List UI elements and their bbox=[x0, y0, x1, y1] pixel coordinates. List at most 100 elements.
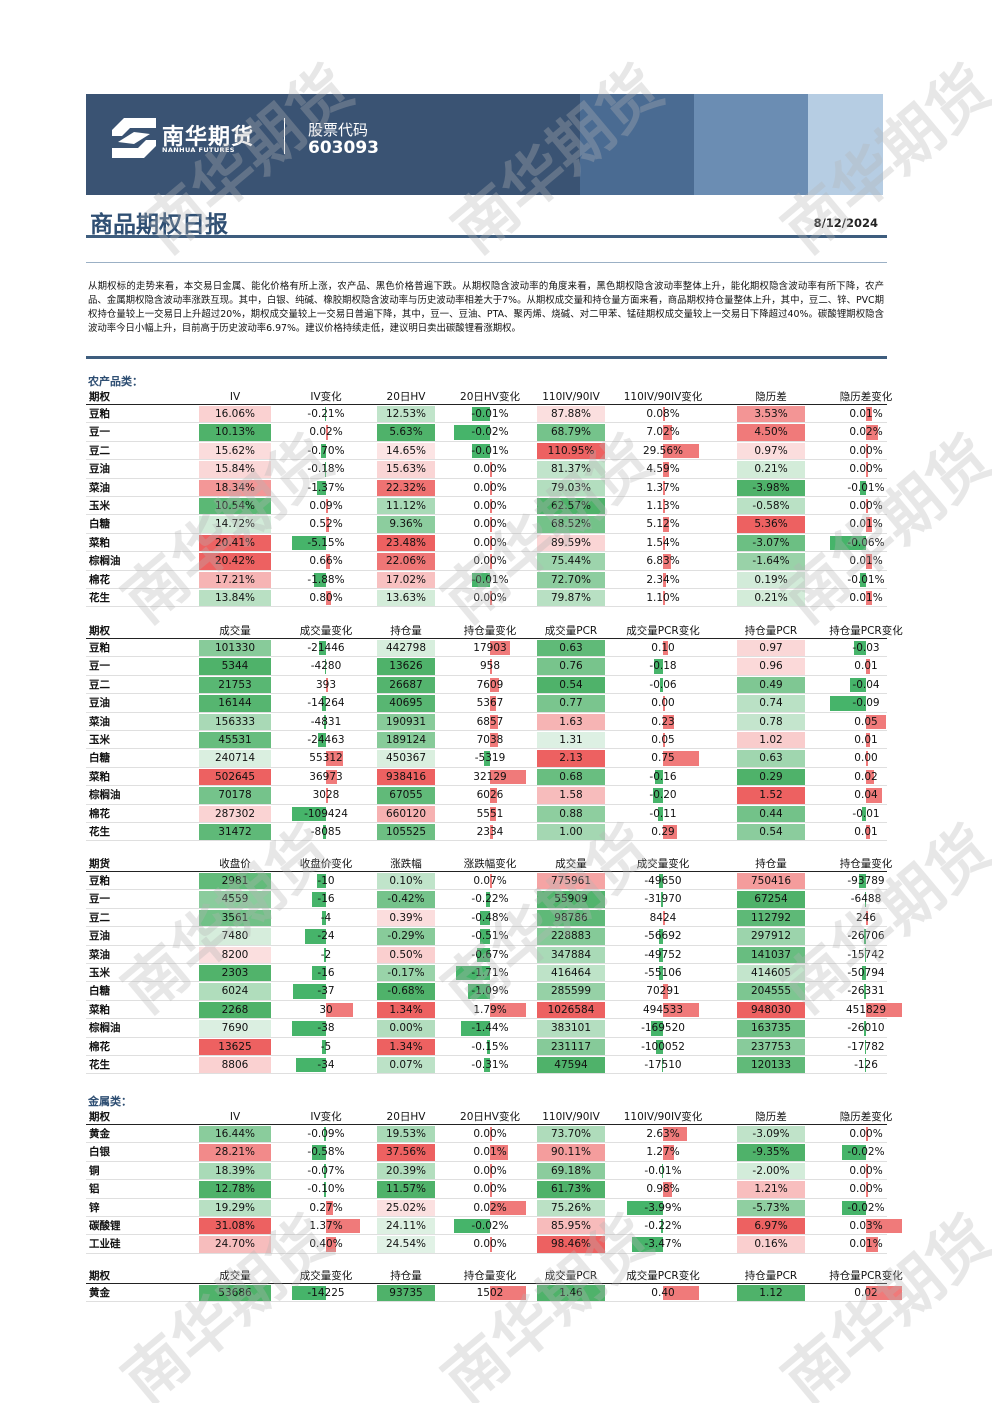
positive-bar bbox=[866, 425, 878, 440]
positive-bar bbox=[663, 751, 699, 766]
heat-cell: 287302 bbox=[199, 805, 271, 822]
positive-bar bbox=[866, 824, 870, 840]
negative-bar bbox=[461, 1021, 490, 1036]
column-header: 涨跌幅 bbox=[390, 858, 422, 870]
negative-bar bbox=[864, 1057, 866, 1073]
heat-cell: 67254 bbox=[737, 891, 805, 908]
bar-value: 0.00% bbox=[849, 444, 883, 457]
heat-cell: 228883 bbox=[537, 928, 605, 945]
bar-value: -0.02% bbox=[847, 1146, 885, 1159]
bar-value: -0.01% bbox=[644, 1164, 682, 1177]
positive-bar bbox=[663, 984, 669, 999]
negative-bar bbox=[850, 677, 866, 693]
column-header: 110IV/90IV变化 bbox=[623, 1111, 703, 1123]
bar-value: -4831 bbox=[310, 715, 342, 728]
metal-caption: 金属类： bbox=[88, 1095, 132, 1108]
positive-bar bbox=[866, 462, 868, 477]
bar-value: -0.02% bbox=[847, 1201, 885, 1214]
bar-value: 494533 bbox=[642, 1003, 684, 1016]
heat-cell: 1026584 bbox=[537, 1001, 605, 1019]
bar-value: 0.00% bbox=[473, 1164, 507, 1177]
heat-cell: 0.74 bbox=[737, 695, 805, 712]
table-row: 玉米 2303 -16 -0.17% -1.71% 416464 -55106 414605 -… bbox=[86, 964, 887, 983]
positive-bar bbox=[663, 1002, 699, 1018]
positive-bar bbox=[663, 425, 672, 440]
row-label: 黄金 bbox=[89, 1287, 110, 1299]
heat-cell: 15.63% bbox=[377, 461, 435, 478]
positive-bar bbox=[866, 407, 872, 422]
heat-cell: 47594 bbox=[537, 1056, 605, 1074]
column-header: 持仓量变化 bbox=[839, 858, 893, 870]
bar-value: -0.20 bbox=[649, 789, 677, 802]
negative-bar bbox=[863, 929, 866, 944]
positive-bar bbox=[490, 769, 526, 785]
table-row: 白银 28.21% -0.58% 37.56% 0.01% 90.11% 1.27% -9.3… bbox=[86, 1143, 887, 1162]
bar-value: 5551 bbox=[476, 807, 504, 820]
negative-bar bbox=[311, 1145, 326, 1160]
table-header-row: 期权 IV IV变化 20日HV 20日HV变化 110IV/90IV 110IV/90IV… bbox=[86, 390, 892, 405]
bar-value: 0.01% bbox=[849, 1238, 883, 1251]
positive-bar bbox=[866, 1002, 902, 1018]
heat-cell: 1.34% bbox=[377, 1038, 435, 1055]
positive-bar bbox=[490, 517, 492, 532]
negative-bar bbox=[864, 1039, 866, 1054]
heat-cell: 12.53% bbox=[377, 406, 435, 423]
table-row: 豆二 15.62% -0.70% 14.65% -0.01% 110.95% 29.56% 0… bbox=[86, 442, 887, 461]
heat-cell: 16144 bbox=[199, 695, 271, 712]
bar-value: -0.02% bbox=[471, 1219, 509, 1232]
bar-value: -109424 bbox=[304, 807, 348, 820]
bar-value: -6488 bbox=[850, 893, 882, 906]
heat-cell: 31472 bbox=[199, 823, 271, 841]
column-header: 110IV/90IV bbox=[542, 1111, 600, 1123]
bar-value: -0.09 bbox=[852, 697, 880, 710]
bar-value: 0.09% bbox=[309, 499, 343, 512]
heat-cell: 948030 bbox=[737, 1001, 805, 1019]
positive-bar bbox=[866, 554, 872, 569]
bar-value: 17903 bbox=[473, 642, 507, 654]
table-row: 豆粕 101330 -21446 442798 17903 0.63 0.10 0.97 -0.… bbox=[86, 639, 887, 658]
bar-value: 29.56% bbox=[642, 444, 684, 457]
bar-value: 0.75 bbox=[651, 752, 675, 765]
bar-value: -0.03 bbox=[852, 642, 880, 654]
bar-value: -17510 bbox=[644, 1058, 682, 1071]
column-header: 成交量 bbox=[219, 625, 251, 637]
positive-bar bbox=[663, 535, 665, 551]
bar-value: 2334 bbox=[476, 825, 504, 838]
metal-oi-table: 期权 成交量 成交量变化 持仓量 持仓量变化 成交量PCR 成交量PCR变化 持仓量PCR 持仓… bbox=[86, 1269, 903, 1303]
negative-bar bbox=[658, 965, 663, 981]
table-row: 棉花 13625 -5 1.34% -0.15% 231117 -100052 237753 -… bbox=[86, 1038, 887, 1056]
bar-value: 1.10% bbox=[646, 591, 680, 604]
table-row: 豆油 16144 -14264 40695 5367 0.77 0.00 0.74 -0.09 bbox=[86, 694, 887, 713]
table-row: 锌 19.29% 0.27% 25.02% 0.02% 75.26% -3.99% -5.73… bbox=[86, 1199, 887, 1217]
table-row: 豆二 21753 393 26687 7609 0.54 -0.06 0.49 -0.04 bbox=[86, 676, 887, 695]
positive-bar bbox=[490, 535, 492, 551]
column-header: 隐历差变化 bbox=[839, 391, 893, 403]
negative-bar bbox=[324, 714, 326, 729]
table-row: 豆二 3561 -4 0.39% -0.48% 98786 8424 112792 246 bbox=[86, 909, 887, 928]
row-label: 菜粕 bbox=[89, 770, 110, 783]
column-header: 隐历差 bbox=[755, 1111, 787, 1123]
column-header: 期权 bbox=[89, 625, 110, 637]
positive-bar bbox=[490, 480, 492, 495]
row-label: 白糖 bbox=[89, 518, 110, 531]
bar-value: 0.00% bbox=[473, 518, 507, 531]
table-row: 白糖 14.72% 0.52% 9.36% 0.00% 68.52% 5.12% 5.36% 0… bbox=[86, 515, 887, 534]
bar-value: -24 bbox=[317, 930, 335, 943]
negative-bar bbox=[661, 1057, 663, 1073]
positive-bar bbox=[663, 732, 666, 748]
column-header: 成交量PCR变化 bbox=[626, 1270, 700, 1282]
row-label: 黄金 bbox=[89, 1128, 110, 1140]
column-header: 成交量变化 bbox=[299, 1270, 353, 1282]
heat-cell: 53686 bbox=[199, 1285, 271, 1302]
bar-value: -38 bbox=[317, 1022, 335, 1035]
bar-value: 0.00% bbox=[473, 1183, 507, 1196]
bar-value: 0.00% bbox=[473, 536, 507, 549]
heat-cell: 0.88 bbox=[537, 805, 605, 822]
heat-cell: 10.54% bbox=[199, 497, 271, 515]
negative-bar bbox=[318, 732, 326, 748]
positive-bar bbox=[663, 480, 665, 495]
positive-bar bbox=[490, 788, 497, 803]
column-header: IV变化 bbox=[310, 1111, 342, 1123]
positive-bar bbox=[866, 1237, 878, 1252]
bar-value: 958 bbox=[479, 660, 501, 673]
